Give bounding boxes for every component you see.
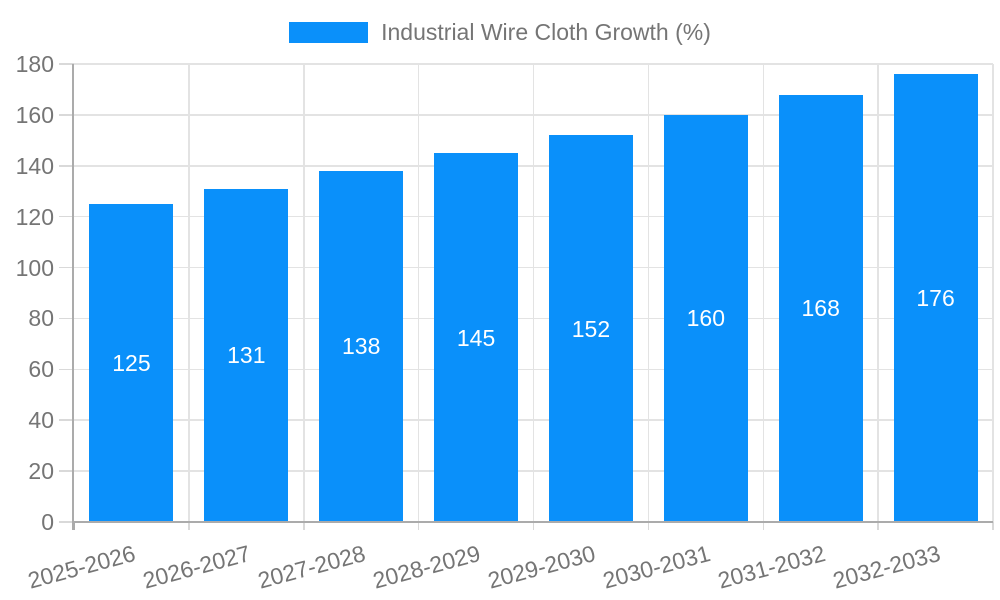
y-axis-tick-label: 180 [15, 51, 54, 77]
y-axis-tick [59, 368, 74, 371]
y-axis-tick-label: 80 [28, 305, 54, 332]
y-axis-tick-label: 60 [28, 356, 54, 383]
y-axis-tick [59, 470, 74, 472]
x-gridline [188, 64, 190, 522]
x-gridline [417, 64, 420, 522]
y-axis-tick [59, 266, 74, 269]
y-axis-line [72, 64, 74, 530]
y-axis-tick-label: 40 [28, 407, 54, 434]
x-axis-tick [532, 522, 535, 530]
y-axis-tick [59, 419, 74, 421]
x-axis-tick [303, 522, 305, 530]
y-axis-tick [59, 114, 74, 116]
y-axis-tick [59, 215, 74, 218]
x-axis-tick-label: 2027-2028 [255, 539, 369, 594]
bar[interactable] [663, 114, 748, 522]
bar[interactable] [434, 153, 519, 522]
y-axis-tick [59, 521, 74, 523]
bar-value-label: 125 [112, 349, 151, 376]
bar-value-label: 138 [342, 333, 381, 360]
legend: Industrial Wire Cloth Growth (%) [0, 19, 1000, 46]
bar[interactable] [778, 94, 863, 522]
legend-color-swatch [289, 22, 369, 43]
y-axis-tick-label: 20 [28, 458, 54, 485]
x-gridline [762, 64, 764, 522]
y-axis-tick [59, 165, 74, 167]
x-axis-tick-label: 2029-2030 [484, 539, 598, 594]
bar[interactable] [204, 188, 289, 522]
x-axis-tick-label: 2028-2029 [370, 539, 484, 594]
x-axis-tick [647, 522, 650, 530]
x-axis-tick-label: 2032-2033 [829, 539, 943, 594]
y-axis-tick-label: 0 [41, 509, 54, 535]
bar-value-label: 131 [227, 342, 266, 369]
x-gridline [303, 64, 305, 522]
bar[interactable] [319, 170, 404, 522]
x-axis-line [74, 521, 993, 523]
x-axis-tick [417, 522, 420, 530]
x-axis-tick [762, 522, 764, 530]
bar-value-label: 160 [686, 305, 725, 332]
bar[interactable] [893, 74, 978, 522]
x-axis-tick [73, 522, 75, 530]
y-axis-tick [59, 317, 74, 320]
x-gridline [532, 64, 535, 522]
y-axis-tick-label: 160 [15, 101, 54, 128]
x-axis-tick [877, 522, 879, 530]
x-axis-tick [188, 522, 190, 530]
bar[interactable] [89, 203, 174, 522]
x-gridline [992, 64, 994, 522]
legend-label: Industrial Wire Cloth Growth (%) [381, 19, 711, 45]
x-axis-tick-label: 2030-2031 [599, 539, 713, 594]
x-gridline [647, 64, 650, 522]
y-axis-tick [59, 63, 74, 65]
x-gridline [877, 64, 879, 522]
bar-value-label: 176 [916, 285, 955, 312]
x-axis-tick-label: 2025-2026 [25, 539, 139, 594]
y-axis-tick-label: 120 [15, 203, 54, 230]
bar-value-label: 145 [456, 324, 496, 351]
bar[interactable] [548, 135, 633, 522]
x-axis-tick-label: 2031-2032 [714, 539, 828, 594]
y-axis-tick-label: 140 [15, 152, 54, 179]
x-axis-tick [992, 522, 994, 530]
x-axis-tick-label: 2026-2027 [140, 539, 254, 594]
y-axis-tick-label: 100 [15, 254, 54, 281]
bar-value-label: 168 [801, 295, 840, 322]
bar-value-label: 152 [571, 315, 611, 342]
